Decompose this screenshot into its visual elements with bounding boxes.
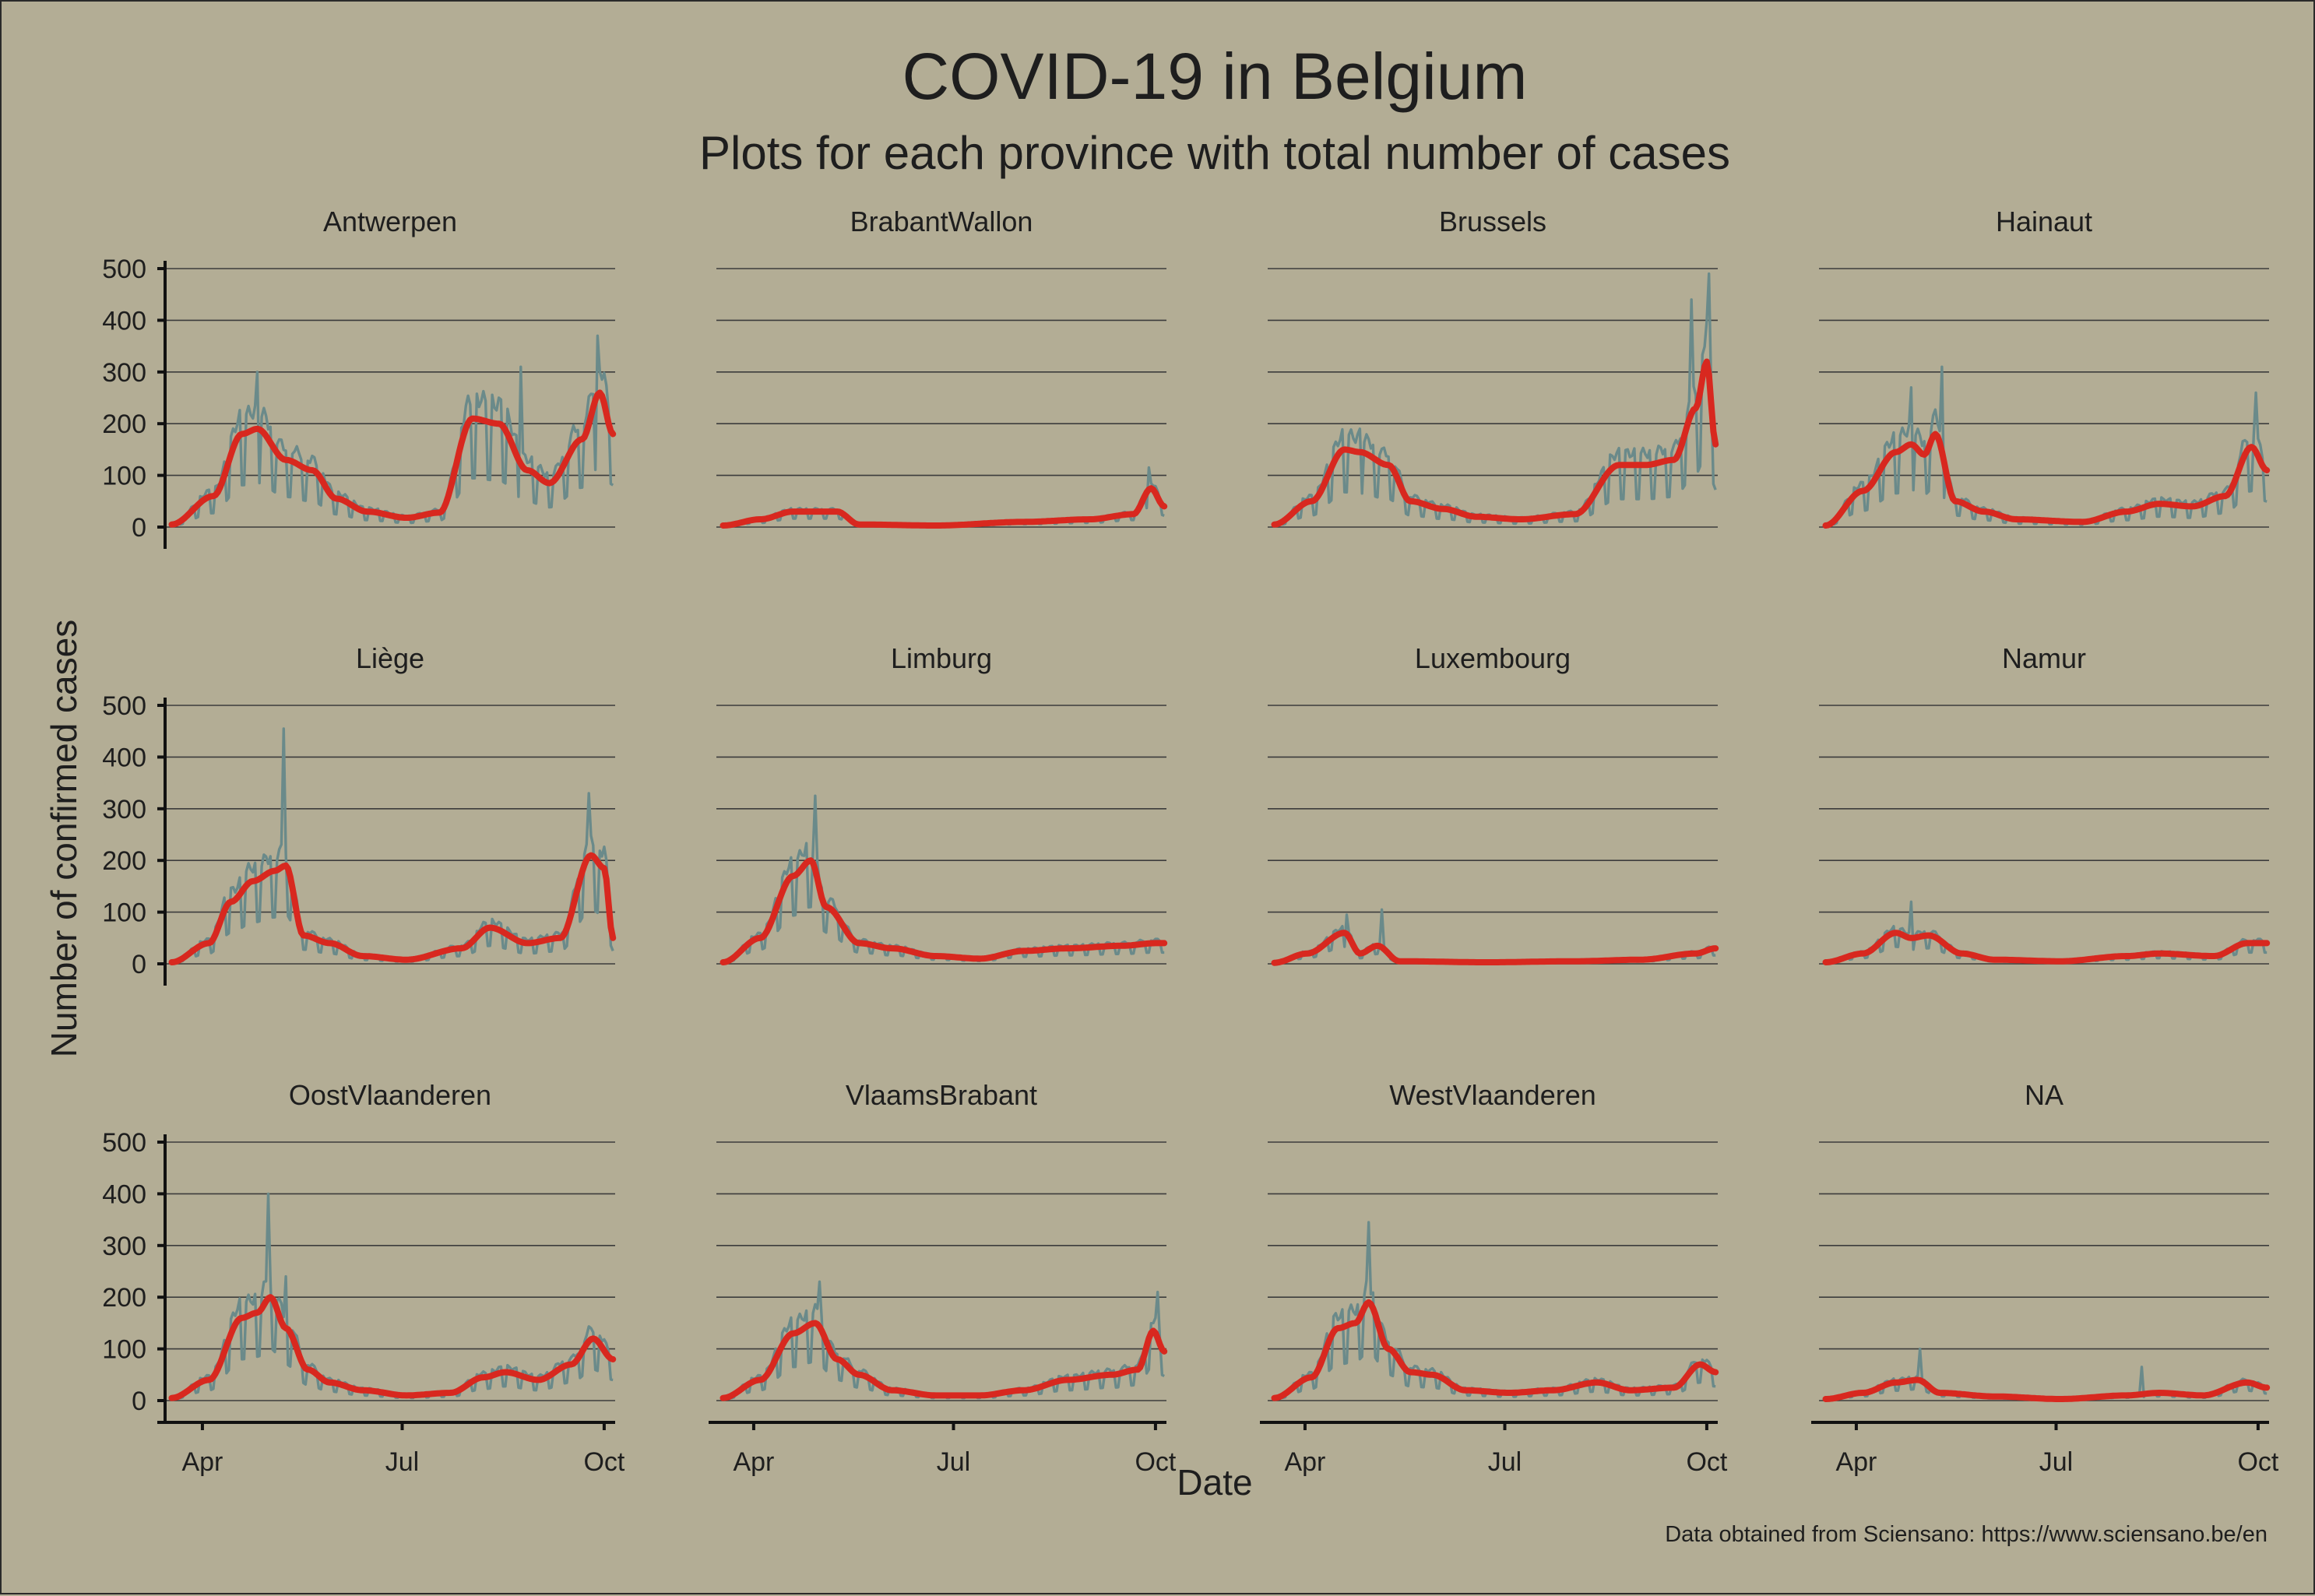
rolling-average-line (1822, 930, 2271, 965)
daily-cases-line (1274, 272, 1717, 526)
facet-title: Luxembourg (1415, 642, 1571, 674)
x-axis-label: Date (1177, 1462, 1252, 1503)
facet-panel: Limburg (716, 642, 1168, 965)
facet-panel: WestVlaanderen Apr Jul Oct (1260, 1079, 1728, 1477)
chart-title: COVID-19 in Belgium (902, 40, 1528, 113)
x-tick-label: Jul (937, 1447, 970, 1477)
facet-panel: Hainaut (1819, 206, 2271, 529)
y-tick-label: 100 (102, 898, 146, 928)
y-tick-label: 200 (102, 846, 146, 876)
y-tick-label: 100 (102, 462, 146, 491)
x-tick-label: Apr (181, 1447, 223, 1477)
facet-title: WestVlaanderen (1389, 1079, 1596, 1111)
rolling-average-line (1271, 930, 1719, 966)
daily-cases-line (171, 1192, 614, 1400)
facet-panel: BrabantWallon (716, 206, 1168, 529)
facet-panel: Antwerpen 0 100 200 300 400 500 (102, 206, 617, 549)
facet-panel: Namur (1819, 642, 2271, 965)
facet-title: Liège (356, 642, 424, 674)
y-tick-label: 0 (132, 950, 146, 979)
x-tick-label: Oct (2237, 1447, 2278, 1477)
facet-title: OostVlaanderen (289, 1079, 491, 1111)
rolling-average-line (1822, 1376, 2271, 1402)
y-tick-label: 400 (102, 743, 146, 772)
x-tick-label: Oct (583, 1447, 624, 1477)
rolling-average-line (1822, 431, 2271, 529)
y-tick-label: 100 (102, 1335, 146, 1365)
y-tick-label: 0 (132, 513, 146, 543)
facet-panel: Luxembourg (1268, 642, 1719, 966)
y-tick-label: 300 (102, 358, 146, 388)
rolling-average-line (168, 389, 617, 528)
daily-cases-line (171, 727, 614, 964)
facet-title: Hainaut (1996, 206, 2092, 237)
x-tick-label: Oct (1135, 1447, 1176, 1477)
y-tick-label: 400 (102, 306, 146, 336)
rolling-average-line (719, 857, 1168, 965)
y-tick-label: 200 (102, 1283, 146, 1313)
facet-title: VlaamsBrabant (846, 1079, 1037, 1111)
y-tick-label: 200 (102, 410, 146, 439)
caption: Data obtained from Sciensano: https://ww… (1665, 1522, 2268, 1547)
facet-panel: VlaamsBrabant Apr Jul Oct (709, 1079, 1177, 1477)
daily-cases-line (171, 334, 614, 526)
facet-title: BrabantWallon (850, 206, 1033, 237)
x-tick-label: Jul (2039, 1447, 2073, 1477)
daily-cases-line (1825, 1347, 2268, 1401)
facet-title: Namur (2002, 642, 2086, 674)
y-tick-label: 300 (102, 795, 146, 824)
rolling-average-line (168, 852, 617, 965)
rolling-average-line (1271, 1299, 1719, 1401)
facet-title: Antwerpen (323, 206, 457, 237)
facet-panels: Antwerpen 0 100 200 300 400 500 BrabantWallon Br… (102, 206, 2279, 1477)
x-tick-label: Apr (1284, 1447, 1325, 1477)
rolling-average-line (1271, 358, 1719, 528)
y-tick-label: 500 (102, 691, 146, 721)
y-tick-label: 0 (132, 1387, 146, 1416)
facet-title: Limburg (891, 642, 992, 674)
x-tick-label: Jul (385, 1447, 419, 1477)
x-tick-label: Jul (1488, 1447, 1522, 1477)
daily-cases-line (1274, 1221, 1716, 1400)
facet-panel: Liège 0 100 200 300 400 500 (102, 642, 617, 986)
x-tick-label: Oct (1686, 1447, 1727, 1477)
y-tick-label: 500 (102, 255, 146, 284)
facet-title: Brussels (1439, 206, 1546, 237)
y-tick-label: 300 (102, 1232, 146, 1261)
rolling-average-line (168, 1294, 617, 1401)
y-tick-label: 400 (102, 1179, 146, 1209)
rolling-average-line (719, 1320, 1168, 1401)
chart-subtitle: Plots for each province with total numbe… (699, 127, 1730, 179)
rolling-average-line (719, 485, 1168, 529)
facet-panel: OostVlaanderen 0 100 200 300 400 500 Apr Jul Oct (102, 1079, 625, 1477)
facet-panel: NA Apr Jul Oct (1811, 1079, 2279, 1477)
facet-panel: Brussels (1268, 206, 1719, 528)
y-axis-label: Number of confirmed cases (44, 620, 84, 1057)
x-tick-label: Apr (1835, 1447, 1877, 1477)
x-tick-label: Apr (733, 1447, 774, 1477)
y-tick-label: 500 (102, 1128, 146, 1158)
facet-title: NA (2025, 1079, 2063, 1111)
